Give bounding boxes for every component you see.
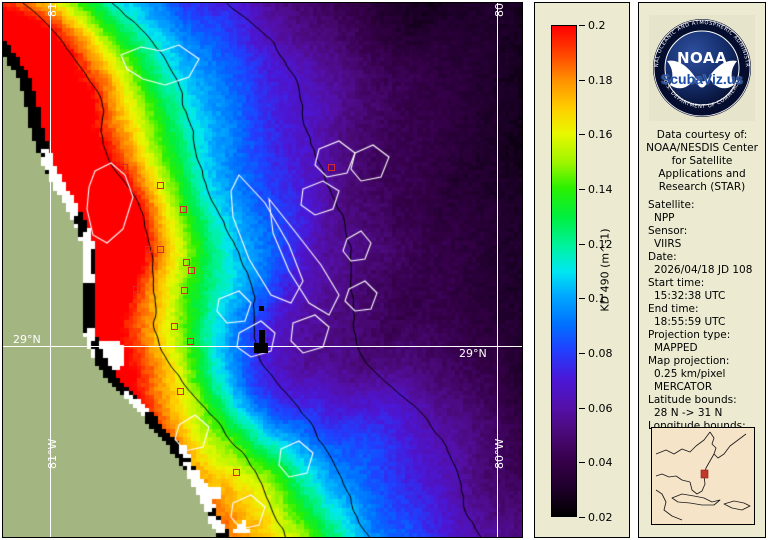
site-marker[interactable]	[121, 164, 128, 171]
colorbar-tick	[579, 298, 585, 300]
site-marker[interactable]	[187, 338, 194, 345]
site-marker[interactable]	[157, 246, 164, 253]
locator-map[interactable]	[651, 427, 755, 525]
locator-region-box	[700, 469, 709, 479]
data-courtesy-text: Data courtesy of: NOAA/NESDIS Center for…	[646, 129, 758, 193]
metadata-key: Map projection:	[648, 355, 730, 367]
metadata-value: MAPPED	[654, 342, 698, 354]
metadata-fields: Satellite: NPP Sensor: VIIRS Date: 2026/04/18…	[648, 199, 761, 446]
station-bar-marker	[259, 330, 265, 348]
graticule-line-80w	[497, 3, 498, 537]
colorbar-tick-label: 0.14	[588, 183, 613, 196]
site-marker[interactable]	[183, 259, 190, 266]
site-marker[interactable]	[233, 469, 240, 476]
colorbar-tick-label: 0.02	[588, 511, 613, 524]
graticule-label-81w-top: 81°W	[46, 3, 59, 17]
station-point-marker	[259, 306, 264, 311]
graticule-line-81w	[50, 3, 51, 537]
site-marker[interactable]	[157, 182, 164, 189]
colorbar-tick	[579, 25, 585, 26]
metadata-key: Satellite:	[648, 199, 695, 211]
metadata-key: End time:	[648, 303, 699, 315]
site-marker[interactable]	[145, 246, 152, 253]
metadata-value: 15:32:38 UTC	[654, 290, 726, 302]
noaa-logo: NOAA NATIONAL OCEANIC AND ATMOSPHERIC AD…	[649, 15, 755, 121]
satellite-map-panel[interactable]: 81°W 81°W 80°W 80°W 29°N 29°N	[2, 2, 523, 538]
site-marker[interactable]	[177, 388, 184, 395]
colorbar-panel: KD 490 (m^-1) 0.02 0.04 0.06 0.08 0.1 0.12 0.1…	[534, 2, 630, 538]
site-marker[interactable]	[181, 287, 188, 294]
colorbar-tick	[579, 517, 585, 518]
colorbar-tick	[579, 353, 585, 354]
colorbar-tick-label: 0.04	[588, 456, 613, 470]
colorbar-tick	[579, 134, 585, 136]
metadata-value: VIIRS	[654, 238, 682, 250]
colorbar-gradient	[551, 25, 577, 517]
colorbar-tick-label: 0.16	[588, 128, 613, 142]
site-marker[interactable]	[133, 286, 140, 293]
metadata-info-panel: NOAA NATIONAL OCEANIC AND ATMOSPHERIC AD…	[638, 2, 766, 538]
colorbar-tick-label: 0.12	[588, 237, 613, 251]
site-marker[interactable]	[188, 267, 195, 274]
graticule-label-81w-bottom: 81°W	[46, 438, 59, 469]
svg-text:NOAA: NOAA	[677, 49, 727, 67]
metadata-value: 18:55:59 UTC	[654, 316, 726, 328]
locator-map-icon	[652, 428, 754, 524]
graticule-label-29n-right: 29°N	[459, 347, 487, 360]
metadata-key: Start time:	[648, 277, 705, 289]
colorbar-tick	[579, 407, 585, 409]
graticule-label-29n-left: 29°N	[13, 333, 41, 346]
colorbar-tick	[579, 79, 585, 81]
graticule-label-80w-top: 80°W	[493, 3, 506, 17]
colorbar-tick-label: 0.08	[588, 347, 613, 360]
colorbar-tick-label: 0.2	[588, 19, 606, 32]
metadata-value: NPP	[654, 212, 675, 224]
kd490-heatmap-canvas[interactable]	[3, 3, 522, 537]
noaa-logo-icon: NOAA NATIONAL OCEANIC AND ATMOSPHERIC AD…	[649, 15, 755, 121]
station-block-marker	[254, 343, 268, 353]
metadata-key: Latitude bounds:	[648, 394, 737, 406]
site-marker[interactable]	[171, 323, 178, 330]
site-marker[interactable]	[180, 206, 187, 213]
metadata-value: 2026/04/18 JD 108	[654, 264, 753, 276]
metadata-value: 28 N -> 31 N	[654, 407, 723, 419]
metadata-value: MERCATOR	[654, 381, 713, 393]
metadata-key: Date:	[648, 251, 677, 263]
scubaviz-watermark: ScubaViz.us	[660, 71, 744, 87]
metadata-key: Sensor:	[648, 225, 688, 237]
colorbar-tick	[579, 462, 585, 464]
graticule-label-80w-bottom: 80°W	[493, 438, 506, 469]
metadata-value: 0.25 km/pixel	[654, 368, 726, 380]
colorbar-tick-label: 0.18	[588, 73, 613, 87]
metadata-key: Projection type:	[648, 329, 731, 341]
colorbar-tick-label: 0.06	[588, 401, 613, 415]
colorbar-tick	[579, 243, 585, 245]
colorbar-tick-label: 0.1	[588, 292, 606, 306]
colorbar-tick	[579, 189, 585, 190]
site-marker[interactable]	[328, 164, 335, 171]
